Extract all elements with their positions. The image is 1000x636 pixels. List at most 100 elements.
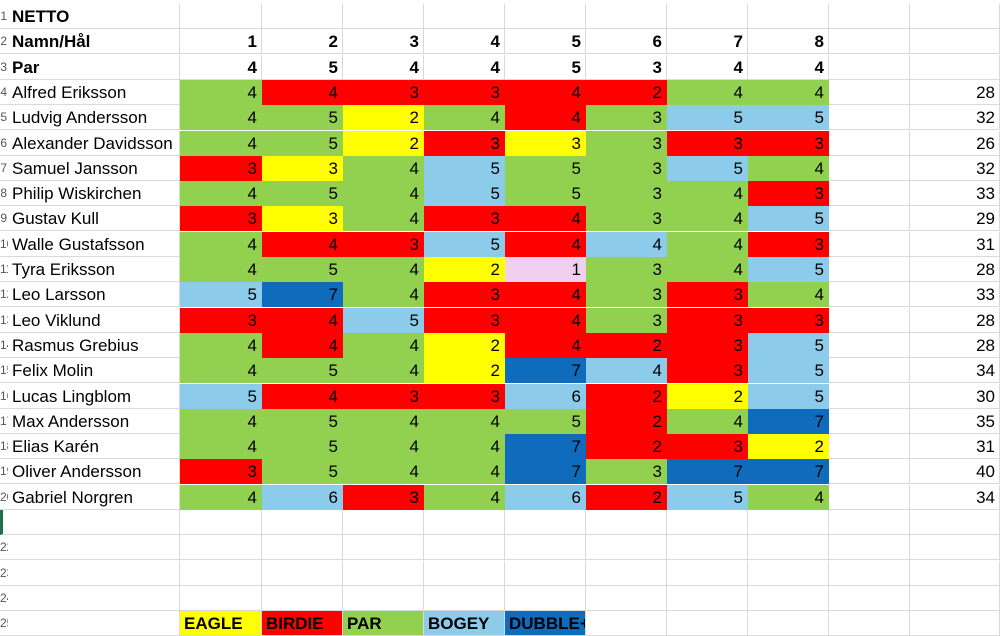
score-cell[interactable]: 4	[343, 434, 424, 460]
score-cell[interactable]: 3	[586, 257, 667, 282]
score-cell[interactable]: 5	[667, 484, 748, 510]
empty-cell[interactable]	[910, 535, 1000, 561]
score-cell[interactable]: 2	[586, 408, 667, 434]
score-cell[interactable]: 4	[180, 79, 262, 105]
score-cell[interactable]: 3	[180, 206, 262, 232]
empty-cell[interactable]	[910, 611, 1000, 636]
player-total[interactable]: 29	[910, 206, 1000, 232]
row-header[interactable]: 25	[0, 611, 8, 636]
hole-number[interactable]: 3	[343, 29, 424, 55]
score-cell[interactable]: 4	[748, 155, 829, 181]
score-cell[interactable]: 3	[424, 282, 505, 308]
empty-cell[interactable]	[343, 585, 424, 611]
score-cell[interactable]: 5	[667, 155, 748, 181]
score-cell[interactable]: 4	[424, 484, 505, 510]
score-cell[interactable]: 3	[343, 484, 424, 510]
score-cell[interactable]: 5	[180, 383, 262, 409]
player-name[interactable]: Gabriel Norgren	[8, 484, 180, 510]
score-cell[interactable]: 4	[505, 231, 586, 257]
empty-cell[interactable]	[586, 585, 667, 611]
score-cell[interactable]: 4	[505, 105, 586, 131]
score-cell[interactable]: 3	[424, 206, 505, 232]
score-cell[interactable]: 5	[748, 358, 829, 384]
score-cell[interactable]: 4	[343, 206, 424, 232]
empty-cell[interactable]	[343, 4, 424, 29]
score-cell[interactable]: 3	[748, 130, 829, 156]
score-cell[interactable]: 4	[748, 484, 829, 510]
score-cell[interactable]: 4	[505, 206, 586, 232]
score-cell[interactable]: 4	[667, 408, 748, 434]
score-cell[interactable]: 3	[424, 130, 505, 156]
empty-cell[interactable]	[829, 408, 910, 434]
score-cell[interactable]: 4	[505, 79, 586, 105]
empty-cell[interactable]	[829, 459, 910, 485]
empty-cell[interactable]	[586, 510, 667, 535]
score-cell[interactable]: 4	[667, 79, 748, 105]
player-total[interactable]: 32	[910, 155, 1000, 181]
player-total[interactable]: 40	[910, 459, 1000, 485]
score-cell[interactable]: 2	[343, 130, 424, 156]
empty-cell[interactable]	[829, 358, 910, 384]
score-cell[interactable]: 3	[586, 282, 667, 308]
score-cell[interactable]: 5	[748, 332, 829, 358]
empty-cell[interactable]	[829, 4, 910, 29]
empty-cell[interactable]	[829, 231, 910, 257]
score-cell[interactable]: 4	[424, 434, 505, 460]
player-total[interactable]: 33	[910, 181, 1000, 207]
score-cell[interactable]: 5	[424, 155, 505, 181]
empty-cell[interactable]	[262, 4, 343, 29]
empty-cell[interactable]	[829, 484, 910, 510]
score-cell[interactable]: 2	[667, 383, 748, 409]
empty-cell[interactable]	[829, 611, 910, 636]
player-name[interactable]: Lucas Lingblom	[8, 383, 180, 409]
row-header[interactable]: 3	[0, 55, 8, 80]
empty-cell[interactable]	[829, 130, 910, 156]
empty-cell[interactable]	[343, 535, 424, 561]
score-cell[interactable]: 4	[505, 332, 586, 358]
player-total[interactable]: 33	[910, 282, 1000, 308]
empty-cell[interactable]	[180, 510, 262, 535]
par-value[interactable]: 4	[667, 54, 748, 80]
score-cell[interactable]: 3	[667, 358, 748, 384]
empty-cell[interactable]	[910, 54, 1000, 80]
empty-cell[interactable]	[586, 560, 667, 586]
player-total[interactable]: 28	[910, 307, 1000, 333]
empty-cell[interactable]	[667, 611, 748, 636]
hole-number[interactable]: 4	[424, 29, 505, 55]
player-name[interactable]: Leo Viklund	[8, 307, 180, 333]
empty-cell[interactable]	[667, 510, 748, 535]
score-cell[interactable]: 3	[586, 206, 667, 232]
score-cell[interactable]: 3	[343, 383, 424, 409]
empty-cell[interactable]	[910, 585, 1000, 611]
par-value[interactable]: 4	[748, 54, 829, 80]
player-total[interactable]: 28	[910, 257, 1000, 282]
score-cell[interactable]: 4	[586, 358, 667, 384]
score-cell[interactable]: 4	[180, 130, 262, 156]
legend-eagle[interactable]: EAGLE	[180, 611, 262, 636]
empty-cell[interactable]	[8, 510, 180, 535]
score-cell[interactable]: 5	[424, 181, 505, 207]
row-header[interactable]: 8	[0, 181, 8, 207]
score-cell[interactable]: 3	[586, 459, 667, 485]
score-cell[interactable]: 3	[180, 307, 262, 333]
player-total[interactable]: 31	[910, 231, 1000, 257]
score-cell[interactable]: 4	[505, 307, 586, 333]
empty-cell[interactable]	[586, 535, 667, 561]
hole-number[interactable]: 2	[262, 29, 343, 55]
empty-cell[interactable]	[748, 611, 829, 636]
row-header[interactable]: 23	[0, 561, 8, 586]
empty-cell[interactable]	[8, 560, 180, 586]
empty-cell[interactable]	[180, 560, 262, 586]
score-cell[interactable]: 4	[505, 282, 586, 308]
empty-cell[interactable]	[829, 181, 910, 207]
score-cell[interactable]: 3	[586, 130, 667, 156]
score-cell[interactable]: 3	[748, 231, 829, 257]
header-label[interactable]: Namn/Hål	[8, 29, 180, 55]
score-cell[interactable]: 5	[262, 459, 343, 485]
row-header[interactable]: 11	[0, 257, 8, 282]
player-name[interactable]: Tyra Eriksson	[8, 257, 180, 282]
empty-cell[interactable]	[748, 4, 829, 29]
row-header[interactable]: 17	[0, 409, 8, 434]
score-cell[interactable]: 5	[262, 105, 343, 131]
row-header[interactable]: 24	[0, 586, 8, 611]
